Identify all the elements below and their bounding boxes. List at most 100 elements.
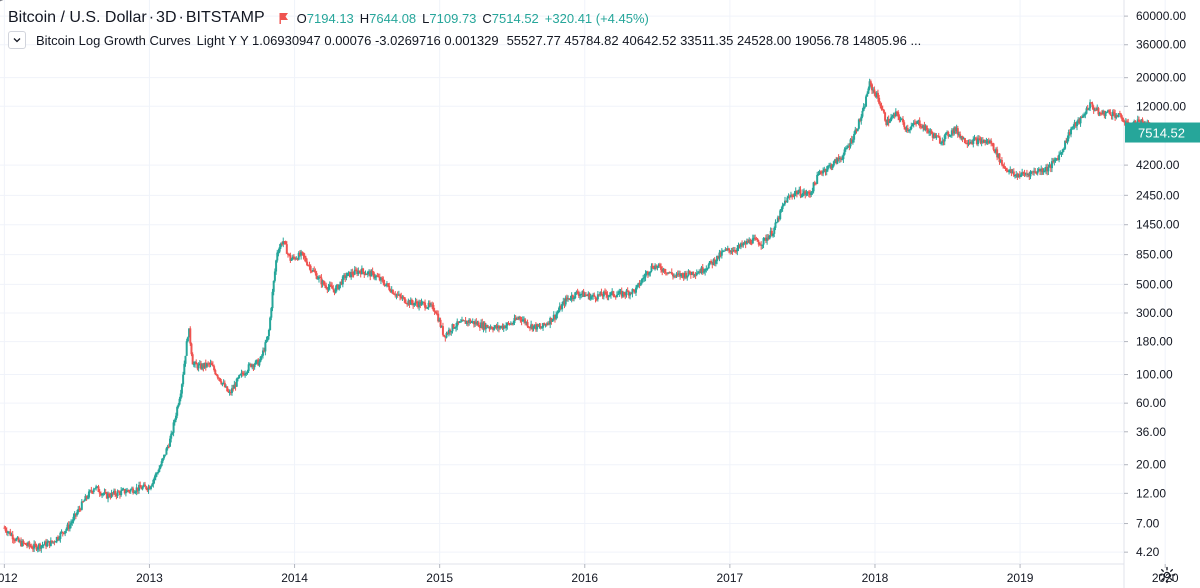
candle-body (514, 318, 517, 320)
candle-body (623, 291, 626, 295)
candle-body (132, 488, 135, 493)
candle-body (68, 524, 71, 529)
candle-body (916, 121, 919, 124)
candle-body (140, 487, 143, 490)
candle-body (78, 509, 81, 511)
candle-body (296, 258, 299, 260)
candle-body (947, 132, 950, 137)
candle-body (923, 125, 926, 130)
candle-body (433, 310, 436, 312)
candle-body (881, 109, 884, 111)
candle-body (1040, 168, 1043, 172)
candle-body (1044, 166, 1047, 171)
price-tick-label: 100.00 (1136, 368, 1173, 382)
candle-body (163, 454, 166, 459)
candle-body (117, 491, 120, 493)
candle-body (568, 298, 571, 300)
candle-body (1003, 166, 1006, 168)
indicator-params: Light Y Y 1.06930947 0.00076 -3.0269716 … (196, 32, 499, 48)
interval[interactable]: 3D (156, 9, 177, 26)
candle-body (942, 140, 945, 142)
candle-body (544, 324, 547, 326)
candle-body (437, 313, 440, 322)
candle-body (707, 264, 710, 269)
candle-body (457, 321, 460, 323)
candle-body (171, 432, 174, 434)
candle-body (480, 322, 483, 328)
candle-body (512, 323, 515, 325)
price-tick-label: 12000.00 (1136, 99, 1186, 113)
candle-body (998, 153, 1001, 163)
candle-body (844, 148, 847, 150)
candles (3, 78, 1156, 553)
candle-body (630, 292, 633, 294)
legend-toggle-button[interactable] (8, 31, 26, 49)
candle-body (471, 321, 474, 323)
candle-body (829, 164, 832, 166)
candle-body (737, 245, 740, 248)
candle-body (830, 164, 833, 169)
symbol-name[interactable]: Bitcoin / U.S. Dollar (8, 9, 147, 26)
candle-body (787, 196, 790, 198)
candle-body (662, 268, 665, 272)
candle-body (741, 243, 744, 246)
candle-body (209, 362, 212, 365)
candle-body (1095, 109, 1098, 111)
candle-body (121, 489, 124, 491)
candle-body (654, 265, 657, 270)
candle-body (1066, 138, 1069, 143)
candle-body (706, 268, 709, 270)
candle-body (1087, 108, 1090, 110)
candle-body (368, 271, 371, 273)
candle-body (629, 292, 632, 296)
candle-body (205, 363, 208, 367)
candle-body (963, 138, 966, 144)
time-tick-label: 2016 (571, 571, 598, 585)
candle-body (910, 126, 913, 130)
candle-body (1049, 164, 1052, 169)
candle-body (1012, 171, 1015, 176)
candle-body (696, 272, 699, 274)
candle-body (379, 277, 382, 281)
candle-body (1058, 154, 1061, 160)
flag-icon[interactable] (279, 12, 289, 24)
candle-body (732, 250, 735, 252)
candle-body (284, 241, 287, 245)
candle-body (691, 271, 694, 276)
gear-icon[interactable] (1158, 566, 1176, 584)
candle-body (643, 277, 646, 279)
candle-body (818, 171, 821, 174)
candle-body (322, 280, 325, 285)
candle-body (962, 138, 965, 140)
candle-body (712, 259, 715, 265)
candle-body (538, 326, 541, 328)
candle-body (52, 541, 55, 543)
chevron-down-icon (13, 38, 21, 43)
candle-body (259, 356, 262, 362)
candle-body (581, 291, 584, 294)
candle-body (414, 301, 417, 304)
candle-body (220, 381, 223, 384)
candle-body (563, 301, 566, 305)
candle-body (60, 531, 63, 533)
candle-body (912, 122, 915, 125)
candle-body (1122, 120, 1125, 122)
candle-body (556, 312, 559, 315)
candle-body (1019, 174, 1022, 177)
candle-body (186, 337, 189, 342)
candle-body (357, 270, 360, 274)
candle-body (956, 128, 959, 135)
candle-body (828, 165, 831, 167)
candle-body (353, 269, 356, 275)
candle-body (760, 244, 763, 246)
candle-body (575, 291, 578, 293)
indicator-name[interactable]: Bitcoin Log Growth Curves (36, 32, 191, 48)
candle-body (823, 169, 826, 171)
candle-body (576, 291, 579, 294)
candle-body (1043, 170, 1046, 172)
candle-body (525, 322, 528, 324)
candle-body (165, 448, 168, 455)
candle-body (55, 537, 58, 542)
candle-body (126, 490, 129, 493)
